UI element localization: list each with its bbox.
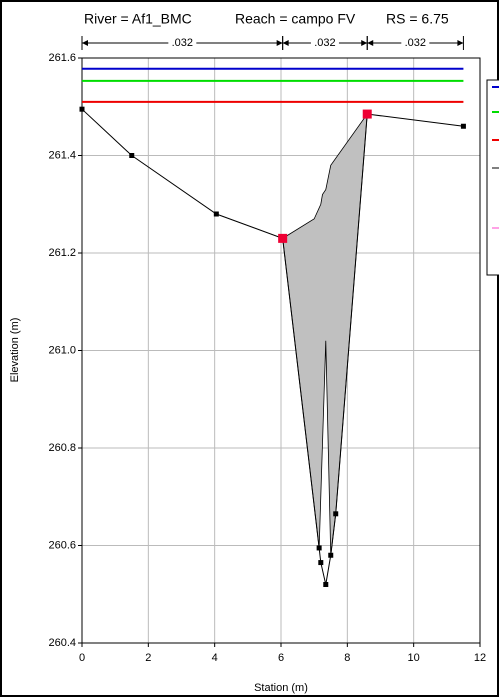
arrow-head xyxy=(361,40,368,46)
x-tick-label: 4 xyxy=(212,652,218,664)
ground-point xyxy=(316,545,322,551)
legend-box xyxy=(486,79,499,276)
ground-point xyxy=(333,511,339,517)
x-tick-label: 2 xyxy=(145,652,151,664)
arrow-head xyxy=(276,40,283,46)
manning-label: .032 xyxy=(405,37,426,49)
x-tick-label: 6 xyxy=(278,652,284,664)
arrow-head xyxy=(82,40,88,46)
y-tick-label: 260.8 xyxy=(48,442,76,454)
rs-label: RS = 6.75 xyxy=(386,11,449,27)
ground-point xyxy=(328,552,334,558)
manning-label: .032 xyxy=(314,37,335,49)
manning-label-bg xyxy=(310,36,339,50)
ground-point xyxy=(129,153,135,158)
ground-point xyxy=(323,582,329,587)
x-tick-label: 12 xyxy=(474,652,486,664)
ineffective-area xyxy=(282,112,368,556)
y-tick-label: 261.6 xyxy=(48,52,76,64)
ground-point xyxy=(213,211,219,217)
manning-label-bg xyxy=(168,36,197,50)
manning-label: .032 xyxy=(172,37,193,49)
arrow-head xyxy=(457,40,464,46)
x-tick-label: 0 xyxy=(79,652,85,664)
ground-point xyxy=(460,123,466,129)
river-label: River = Af1_BMC xyxy=(84,11,192,27)
bank-station xyxy=(278,233,288,243)
reach-label: Reach = campo FV xyxy=(235,11,356,27)
x-tick-label: 8 xyxy=(344,652,350,664)
y-tick-label: 261.2 xyxy=(48,247,76,259)
x-tick-label: 10 xyxy=(408,652,420,664)
manning-label-bg xyxy=(401,36,430,50)
y-tick-label: 261.4 xyxy=(48,149,76,161)
plot-frame xyxy=(81,57,481,644)
arrow-head xyxy=(282,40,289,46)
y-axis-label: Elevation (m) xyxy=(9,318,21,383)
legend xyxy=(486,79,499,276)
ground-point xyxy=(79,106,85,112)
y-tick-label: 261.0 xyxy=(48,344,76,356)
x-axis-label: Station (m) xyxy=(254,682,308,694)
y-tick-label: 260.6 xyxy=(48,539,76,551)
bank-station xyxy=(362,109,372,119)
y-tick-label: 260.4 xyxy=(48,637,76,649)
arrow-head xyxy=(367,40,374,46)
ground-point xyxy=(318,560,324,566)
